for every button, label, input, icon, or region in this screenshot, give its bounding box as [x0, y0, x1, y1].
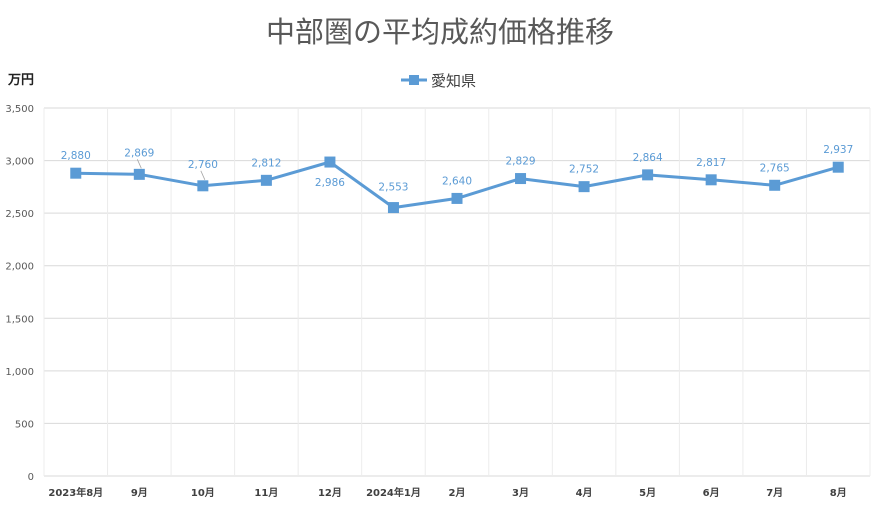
- data-label-leader: [136, 159, 142, 169]
- y-axis: 0 500 1,000 1,500 2,000 2,500 3,000 3,500: [5, 104, 34, 483]
- y-tick-label: 500: [15, 419, 34, 430]
- data-label: 2,880: [61, 150, 91, 162]
- data-label-leader: [200, 170, 206, 180]
- data-label: 2,829: [506, 156, 536, 168]
- x-tick-label: 4月: [576, 487, 593, 499]
- y-tick-label: 3,500: [5, 104, 34, 115]
- x-tick-label: 2023年8月: [48, 486, 103, 499]
- y-axis-unit-label: 万円: [7, 73, 34, 88]
- data-point-marker: [70, 167, 82, 179]
- x-tick-label: 9月: [131, 487, 148, 499]
- data-point-marker: [387, 202, 399, 214]
- x-axis: 2023年8月 9月 10月 11月 12月 2024年1月 2月 3月 4月 5月 6月 7月 8月: [48, 486, 846, 499]
- data-point-marker: [451, 192, 463, 204]
- y-tick-label: 1,000: [5, 367, 34, 378]
- data-label: 2,640: [442, 175, 472, 187]
- y-tick-label: 0: [28, 472, 34, 483]
- data-label: 2,752: [569, 164, 599, 176]
- y-tick-label: 3,000: [5, 157, 34, 168]
- gridlines: [43, 107, 871, 477]
- data-label: 2,553: [378, 182, 408, 194]
- x-tick-label: 5月: [639, 487, 656, 499]
- data-label: 2,937: [823, 144, 853, 156]
- data-point-marker: [832, 161, 844, 173]
- data-point-marker: [133, 168, 145, 180]
- data-point-marker: [578, 181, 590, 193]
- x-tick-label: 2024年1月: [366, 486, 421, 499]
- chart-title: 中部圏の平均成約価格推移: [266, 15, 614, 49]
- data-point-marker: [769, 179, 781, 191]
- x-tick-label: 6月: [703, 487, 720, 499]
- y-tick-label: 2,500: [5, 209, 34, 220]
- legend-marker-icon: [409, 75, 419, 85]
- legend: 愛知県: [401, 72, 476, 90]
- x-tick-label: 11月: [254, 487, 278, 499]
- data-label: 2,817: [696, 157, 726, 169]
- x-tick-label: 7月: [766, 487, 783, 499]
- x-tick-label: 10月: [191, 487, 215, 499]
- data-label: 2,986: [315, 177, 345, 189]
- x-tick-label: 12月: [318, 487, 342, 499]
- data-point-marker: [642, 169, 654, 181]
- data-point-marker: [260, 174, 272, 186]
- data-label: 2,760: [188, 159, 218, 171]
- x-tick-label: 8月: [830, 487, 847, 499]
- x-tick-label: 3月: [512, 487, 529, 499]
- data-labels: 2,880 2,869 2,760 2,812 2,986 2,553 2,640 2,829…: [61, 144, 854, 193]
- data-label: 2,869: [124, 147, 154, 159]
- data-point-marker: [515, 173, 527, 185]
- y-tick-label: 1,500: [5, 314, 34, 325]
- data-point-marker: [324, 156, 336, 168]
- series-layer: [70, 156, 844, 214]
- data-label: 2,864: [633, 152, 663, 164]
- data-point-marker: [197, 180, 209, 192]
- legend-label: 愛知県: [431, 72, 476, 90]
- y-tick-label: 2,000: [5, 262, 34, 273]
- data-label: 2,765: [760, 162, 790, 174]
- x-tick-label: 2月: [449, 487, 466, 499]
- data-label: 2,812: [251, 157, 281, 169]
- data-point-marker: [705, 174, 717, 186]
